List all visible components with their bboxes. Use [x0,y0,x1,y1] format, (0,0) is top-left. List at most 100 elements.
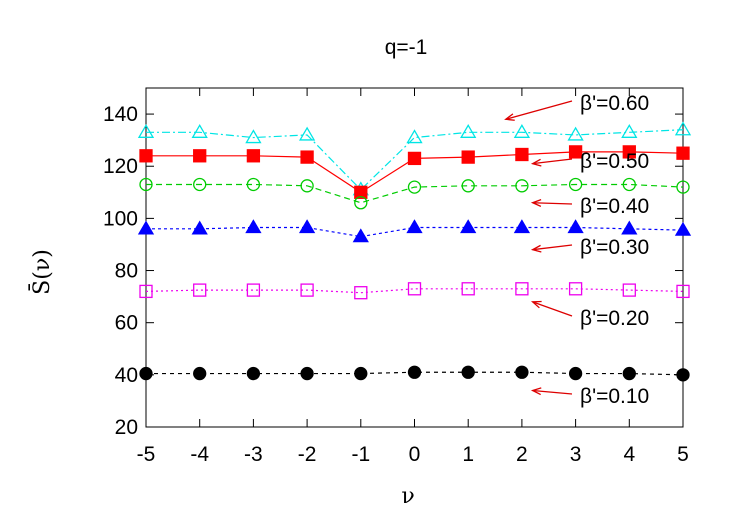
data-point [622,145,636,159]
x-tick-label: -3 [244,443,263,466]
data-point [622,366,636,381]
x-tick-label: 5 [677,443,689,466]
data-point [406,129,423,144]
data-point [674,121,692,136]
data-point [461,282,475,296]
data-point [407,282,422,296]
y-tick-label: 20 [115,416,138,439]
data-point [245,129,262,144]
data-point [298,219,316,234]
series-line [146,371,684,376]
data-point [567,126,584,141]
data-point [300,179,314,193]
series-β'=0.30 [137,219,692,243]
data-point [460,124,477,138]
data-point [298,126,316,141]
data-point [139,284,153,299]
data-point [461,150,475,164]
annotation-arrowhead [530,300,542,309]
annotation-label: β'=0.30 [580,236,649,259]
data-point [300,150,314,164]
data-point [246,366,261,381]
annotation-arrow [532,244,573,251]
data-point [461,179,475,193]
data-point [407,180,422,194]
data-point [137,220,155,235]
annotation-label: β'=0.40 [580,195,649,218]
data-point [300,366,314,381]
data-point [568,177,583,192]
x-tick-label: -4 [190,443,209,466]
data-point [139,177,153,192]
annotation-label: β'=0.20 [580,307,649,330]
annotation-arrow [532,202,573,205]
data-point [621,124,638,138]
data-point [139,366,153,381]
data-point [676,368,690,382]
data-point [622,177,636,192]
data-point [407,365,422,379]
annotation-arrowhead [530,244,542,253]
x-tick-label: 3 [570,443,582,466]
data-point [191,124,208,138]
data-point [568,145,583,159]
x-tick-label: 1 [462,443,474,466]
data-point [460,219,477,234]
annotation-arrowhead [530,199,542,207]
x-axis-title: ν [401,484,414,509]
series-layer [137,121,692,382]
data-point [137,124,155,138]
data-point [621,220,638,235]
series-β'=0.50 [139,145,690,199]
y-tick-label: 120 [103,155,138,178]
annotation-arrowhead [530,387,542,396]
data-point [139,149,153,163]
data-point [676,146,690,160]
data-point [515,282,529,296]
x-tick-label: 4 [623,443,635,466]
data-point [568,282,583,296]
data-point [568,366,583,381]
axes: -5 -4 -3 -2 -1 0 1 2 3 4 5 20 40 60 80 100 120 140 [103,87,689,466]
data-point [300,283,314,297]
y-tick-label: 140 [103,103,138,126]
data-point [513,124,531,138]
data-point [567,219,584,234]
data-point [193,149,207,163]
data-point [461,365,475,379]
data-point [513,219,531,234]
data-point [406,219,423,234]
data-point [407,151,422,166]
data-point [193,366,207,381]
annotation-layer: β'=0.60 β'=0.50 β'=0.40 β'=0.30 β'=0.20 β'=0.… [504,92,649,408]
annotation-arrow [532,158,573,165]
series-β'=0.10 [139,365,690,382]
series-line [145,288,684,294]
data-point [245,219,262,234]
data-point [515,147,529,162]
data-point [674,221,692,236]
x-tick-label: -2 [298,443,317,466]
annotation-label: β'=0.60 [580,92,649,115]
chart-title: q=-1 [385,36,428,59]
y-tick-label: 60 [115,312,138,335]
annotation-arrowhead [504,113,515,121]
x-tick-label: -5 [137,443,156,466]
data-point [676,284,690,299]
series-β'=0.20 [139,282,690,300]
data-point [246,149,261,163]
data-point [354,185,368,199]
annotation-arrowhead [530,158,542,167]
series-β'=0.60 [137,121,692,196]
y-tick-label: 80 [115,260,138,283]
data-point [354,286,368,300]
x-tick-label: 0 [409,443,421,466]
data-point [246,177,261,192]
data-point [352,228,369,243]
series-β'=0.40 [139,177,690,210]
data-point [246,283,261,297]
annotation-arrow [505,100,573,120]
x-tick-label: 2 [516,443,528,466]
x-tick-label: -1 [351,443,370,466]
